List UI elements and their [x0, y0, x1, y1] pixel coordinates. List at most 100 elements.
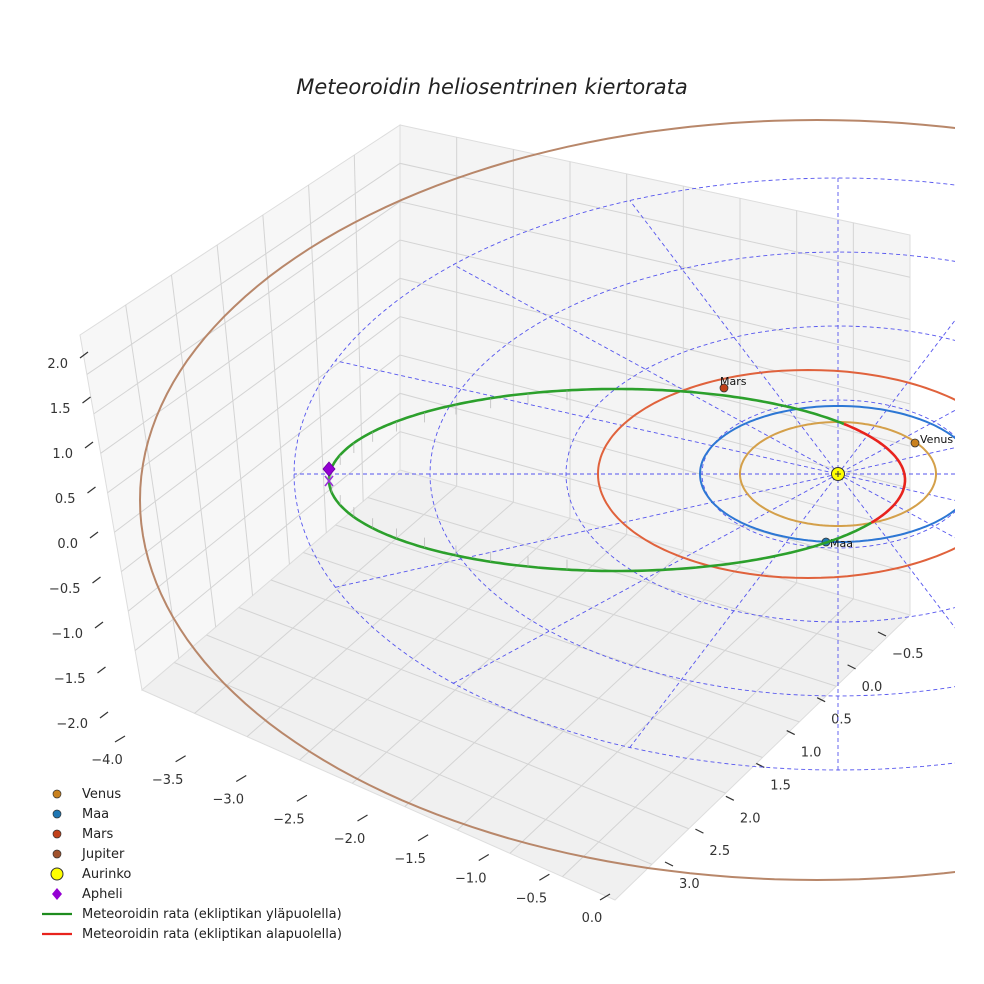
- z-tick-label: 0.0: [57, 537, 78, 552]
- floor-gridline: [335, 524, 837, 687]
- z-tick: [89, 531, 99, 539]
- x-tick-label: −1.0: [455, 872, 487, 887]
- floor-gridline: [238, 607, 726, 794]
- y-tick-label: 2.0: [740, 811, 761, 826]
- z-level-gridline: [86, 162, 911, 375]
- x-tick-label: −3.0: [212, 793, 244, 808]
- legend-symbol: [42, 912, 72, 916]
- y-tick: [725, 795, 735, 801]
- left-wall-gridline: [125, 304, 180, 659]
- floor-gridline: [367, 497, 874, 652]
- legend-label: Venus: [82, 786, 122, 802]
- z-tick: [92, 576, 101, 584]
- chart-title: Meteoroidin heliosentrinen kiertorata: [296, 75, 688, 99]
- z-tick-label: −0.5: [49, 582, 81, 597]
- x-tick: [235, 774, 247, 783]
- legend-item: Maa: [40, 804, 342, 824]
- legend-item: Meteoroidin rata (ekliptikan alapuolella…: [40, 924, 342, 944]
- z-tick-label: −1.5: [54, 672, 86, 687]
- z-tick-label: −1.0: [51, 627, 83, 642]
- z-tick: [79, 351, 89, 359]
- z-level-gridline: [100, 239, 911, 454]
- y-tick-label: 0.0: [862, 680, 883, 695]
- y-tick: [816, 697, 826, 703]
- x-tick-label: −2.5: [273, 812, 305, 827]
- axis-panes: [79, 124, 911, 901]
- x-tick: [357, 814, 368, 822]
- legend-symbol: [52, 829, 62, 839]
- aphelion-marker: [322, 461, 336, 477]
- orbit-jupiter: [138, 118, 955, 882]
- axis-ticks: 2.0 1.5 1.0 0.5 0.0 −0.5 −1.0 −1.5 −2.0 −4.0 −3.5 −…: [47, 351, 924, 926]
- planet-marker-venus: [910, 438, 920, 448]
- legend-symbol: [52, 849, 62, 859]
- orbit-maa: [698, 405, 955, 543]
- legend-item: Venus: [40, 784, 342, 804]
- y-tick-label: −0.5: [892, 647, 924, 662]
- z-level-gridline: [107, 277, 911, 494]
- left-wall-gridline: [308, 184, 327, 533]
- z-tick: [84, 441, 94, 449]
- x-tick: [114, 735, 126, 743]
- legend-label: Meteoroidin rata (ekliptikan yläpuolella…: [82, 906, 342, 922]
- legend-item: Aurinko: [40, 864, 342, 884]
- z-level-gridline: [114, 316, 911, 533]
- legend-symbol: [50, 867, 64, 881]
- y-tick: [877, 631, 887, 637]
- legend-dot: [52, 849, 62, 859]
- z-tick-label: 1.0: [52, 447, 73, 462]
- y-tick-label: 0.5: [831, 713, 852, 728]
- x-tick-label: −1.5: [394, 852, 426, 867]
- x-tick: [417, 834, 429, 842]
- meteoroid-orbit-below: [843, 422, 907, 524]
- z-tick: [99, 711, 109, 719]
- legend-diamond: [52, 888, 62, 900]
- meteoroid-orbit-above: [327, 387, 872, 573]
- x-tick-label: −4.0: [91, 753, 123, 768]
- x-tick: [296, 794, 308, 802]
- z-tick: [82, 396, 91, 404]
- x-tick: [175, 755, 186, 763]
- orbit-mars: [596, 368, 955, 580]
- z-tick-label: −2.0: [56, 717, 88, 732]
- x-tick-label: 0.0: [582, 911, 603, 926]
- aphelion-projection-marker: [324, 475, 334, 487]
- z-level-gridline: [127, 392, 911, 612]
- legend-symbol: [52, 888, 62, 900]
- legend-label: Maa: [82, 806, 110, 822]
- legend-label: Aurinko: [82, 866, 132, 882]
- x-tick-label: −3.5: [152, 773, 184, 788]
- y-tick-label: 1.0: [801, 746, 822, 761]
- legend-label: Apheli: [82, 886, 123, 902]
- z-tick-label: 1.5: [50, 402, 71, 417]
- y-tick-label: 3.0: [679, 877, 700, 892]
- y-tick: [695, 828, 704, 834]
- left-wall-gridline: [353, 154, 364, 502]
- x-tick: [478, 853, 490, 862]
- z-tick-label: 0.5: [55, 492, 76, 507]
- legend-item: Jupiter: [40, 844, 342, 864]
- left-wall-gridline: [262, 214, 290, 565]
- x-tick-label: −0.5: [516, 891, 548, 906]
- legend-symbol: [52, 789, 62, 799]
- planet-marker-mars: [719, 383, 729, 393]
- reference-radial-line: [335, 447, 955, 588]
- y-tick-label: 1.5: [770, 778, 791, 793]
- legend-label: Mars: [82, 826, 114, 842]
- orbit-venus: [739, 421, 937, 527]
- legend-dot: [52, 829, 62, 839]
- floor-gridline: [206, 634, 689, 830]
- legend-item: Meteoroidin rata (ekliptikan yläpuolella…: [40, 904, 342, 924]
- y-tick: [786, 730, 795, 736]
- z-tick-label: 2.0: [47, 357, 68, 372]
- legend-label: Jupiter: [82, 846, 125, 862]
- floor-gridline: [303, 552, 800, 723]
- legend-symbol: [52, 809, 62, 819]
- y-tick: [847, 664, 856, 670]
- legend-label: Meteoroidin rata (ekliptikan alapuolella…: [82, 926, 342, 942]
- y-tick-label: 2.5: [709, 844, 730, 859]
- x-tick-label: −2.0: [334, 832, 366, 847]
- left-wall-gridline: [170, 274, 217, 628]
